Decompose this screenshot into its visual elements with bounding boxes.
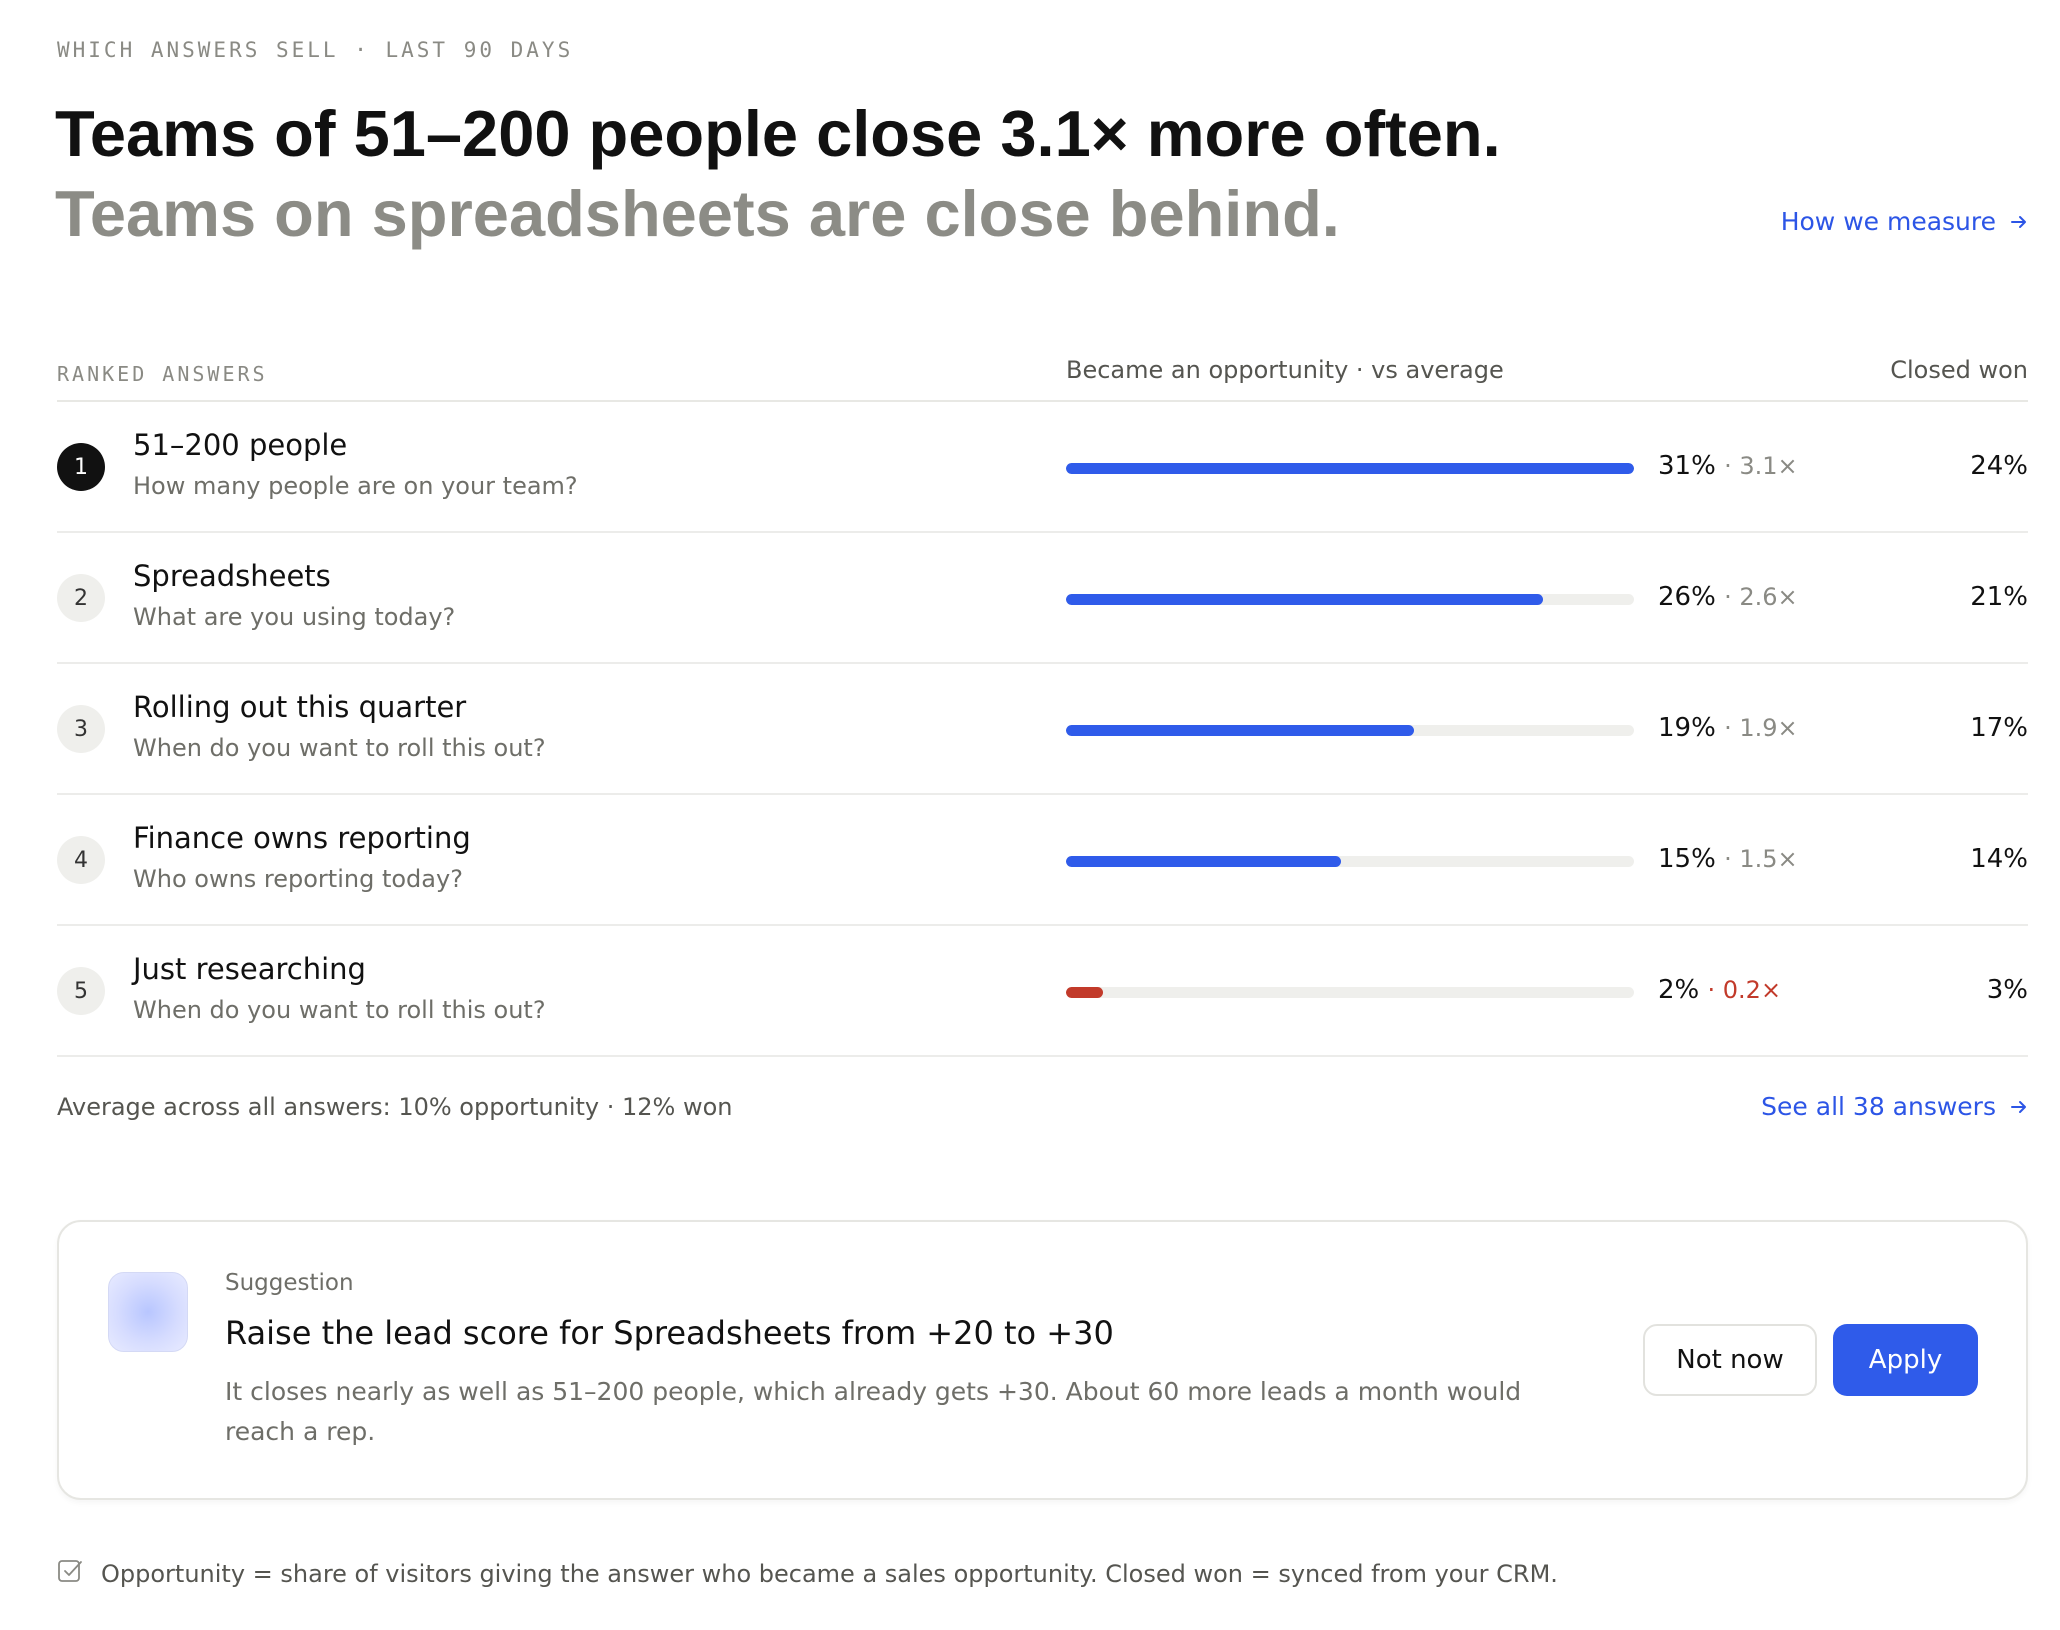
answer-label: Just researching <box>133 952 366 986</box>
rank-badge: 5 <box>57 967 105 1015</box>
arrow-right-icon <box>2010 1092 2028 1121</box>
closed-won-value: 17% <box>1970 713 2028 743</box>
table-row[interactable]: 5 Just researching When do you want to r… <box>57 926 2028 1057</box>
column-ranked-answers: RANKED ANSWERS <box>57 362 268 386</box>
rank-badge: 4 <box>57 836 105 884</box>
suggestion-body: It closes nearly as well as 51–200 peopl… <box>225 1377 1522 1446</box>
not-now-button[interactable]: Not now <box>1643 1324 1817 1396</box>
question-label: How many people are on your team? <box>133 472 578 500</box>
column-closed-won: Closed won <box>1890 356 2028 384</box>
how-we-measure-label: How we measure <box>1780 207 1996 236</box>
table-header: RANKED ANSWERS Became an opportunity · v… <box>57 350 2028 402</box>
vs-average-multiplier: · 0.2× <box>1707 976 1782 1004</box>
opportunity-percent: 19% <box>1658 713 1716 743</box>
opportunity-bar-track <box>1066 856 1634 867</box>
table-row[interactable]: 2 Spreadsheets What are you using today?… <box>57 533 2028 664</box>
rank-badge: 2 <box>57 574 105 622</box>
opportunity-percent: 15% <box>1658 844 1716 874</box>
arrow-right-icon <box>2010 207 2028 236</box>
page-title: Teams of 51–200 people close 3.1× more o… <box>55 97 1501 170</box>
checkbox-icon <box>57 1558 83 1590</box>
opportunity-bar-fill <box>1066 463 1634 474</box>
opportunity-bar-fill <box>1066 594 1543 605</box>
suggestion-card: Suggestion Raise the lead score for Spre… <box>57 1220 2028 1500</box>
apply-button[interactable]: Apply <box>1833 1324 1978 1396</box>
closed-won-value: 21% <box>1970 582 2028 612</box>
page-subtitle: Teams on spreadsheets are close behind. <box>55 177 1340 250</box>
vs-average-multiplier: · 3.1× <box>1724 452 1798 480</box>
closed-won-value: 14% <box>1970 844 2028 874</box>
column-opportunity: Became an opportunity · vs average <box>1066 356 1504 384</box>
suggestion-icon <box>108 1272 188 1352</box>
how-we-measure-link[interactable]: How we measure <box>1781 207 2028 236</box>
closed-won-value: 24% <box>1970 451 2028 481</box>
opportunity-value: 31% · 3.1× <box>1658 451 1798 481</box>
opportunity-bar-fill <box>1066 987 1103 998</box>
opportunity-bar-fill <box>1066 856 1341 867</box>
question-label: What are you using today? <box>133 603 456 631</box>
question-label: When do you want to roll this out? <box>133 996 546 1024</box>
suggestion-kicker: Suggestion <box>225 1270 354 1296</box>
opportunity-bar-track <box>1066 725 1634 736</box>
opportunity-value: 15% · 1.5× <box>1658 844 1798 874</box>
table-row[interactable]: 3 Rolling out this quarter When do you w… <box>57 664 2028 795</box>
see-all-answers-link[interactable]: See all 38 answers <box>1761 1092 2028 1121</box>
opportunity-bar-fill <box>1066 725 1415 736</box>
opportunity-bar-track <box>1066 463 1634 474</box>
question-label: When do you want to roll this out? <box>133 734 546 762</box>
rank-badge: 1 <box>57 443 105 491</box>
opportunity-value: 2% · 0.2× <box>1658 975 1781 1005</box>
opportunity-value: 26% · 2.6× <box>1658 582 1798 612</box>
vs-average-multiplier: · 1.5× <box>1724 845 1798 873</box>
opportunity-bar-track <box>1066 987 1634 998</box>
footnote: Opportunity = share of visitors giving t… <box>57 1558 1558 1590</box>
eyebrow-label: WHICH ANSWERS SELL · LAST 90 DAYS <box>57 38 574 62</box>
suggestion-title: Raise the lead score for Spreadsheets fr… <box>225 1314 1114 1352</box>
table-row[interactable]: 4 Finance owns reporting Who owns report… <box>57 795 2028 926</box>
answer-label: 51–200 people <box>133 428 348 462</box>
opportunity-value: 19% · 1.9× <box>1658 713 1798 743</box>
answer-label: Finance owns reporting <box>133 821 471 855</box>
footnote-text: Opportunity = share of visitors giving t… <box>101 1560 1558 1588</box>
see-all-answers-label: See all 38 answers <box>1761 1092 1996 1121</box>
vs-average-multiplier: · 1.9× <box>1724 714 1798 742</box>
opportunity-percent: 2% <box>1658 975 1700 1005</box>
rank-badge: 3 <box>57 705 105 753</box>
table-row[interactable]: 1 51–200 people How many people are on y… <box>57 402 2028 533</box>
opportunity-percent: 26% <box>1658 582 1716 612</box>
average-summary: Average across all answers: 10% opportun… <box>57 1093 733 1121</box>
answer-label: Rolling out this quarter <box>133 690 467 724</box>
answer-label: Spreadsheets <box>133 559 331 593</box>
closed-won-value: 3% <box>1986 975 2028 1005</box>
question-label: Who owns reporting today? <box>133 865 463 893</box>
vs-average-multiplier: · 2.6× <box>1724 583 1798 611</box>
opportunity-bar-track <box>1066 594 1634 605</box>
ranked-answers-list: 1 51–200 people How many people are on y… <box>57 402 2028 1057</box>
opportunity-percent: 31% <box>1658 451 1716 481</box>
